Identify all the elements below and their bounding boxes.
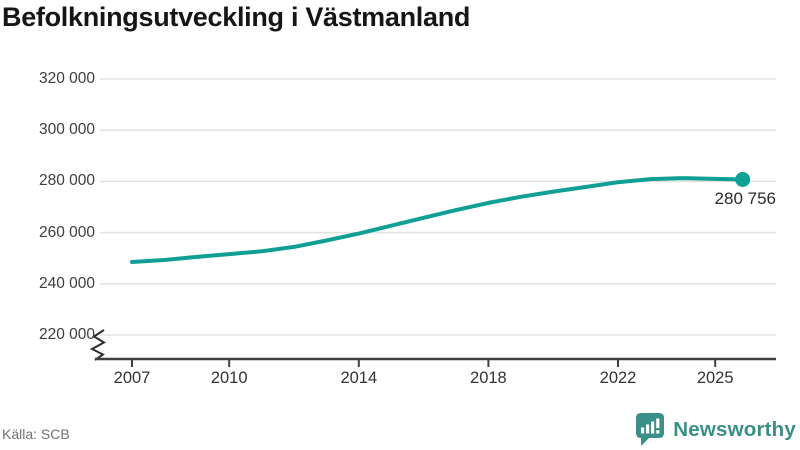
x-axis-label: 2014 [340,369,378,387]
y-axis-label: 320 000 [38,70,95,87]
population-line [130,176,745,264]
gridlines [100,78,776,336]
y-axis-label: 260 000 [38,223,95,241]
chart-title: Befolkningsutveckling i Västmanland [2,2,471,32]
x-axis-label: 2025 [696,369,734,387]
y-axis-label: 220 000 [38,326,95,343]
newsworthy-logo: Newsworthy [636,413,796,447]
newsworthy-logo-icon [636,413,665,447]
latest-value-dot [735,172,751,187]
x-axis-label: 2022 [599,369,637,387]
y-axis-label: 240 000 [38,274,95,292]
source-caption: Källa: SCB [2,426,70,442]
axis-break-zigzag [89,329,107,361]
x-axis-label: 2007 [113,369,151,387]
newsworthy-wordmark: Newsworthy [673,418,796,441]
y-axis-label: 280 000 [38,172,95,190]
x-axis-label: 2010 [210,369,248,387]
latest-value-label: 280 756 [714,189,776,208]
y-axis-label: 300 000 [38,121,95,139]
x-axis-ticks [131,359,717,367]
x-axis-label: 2018 [470,369,507,387]
